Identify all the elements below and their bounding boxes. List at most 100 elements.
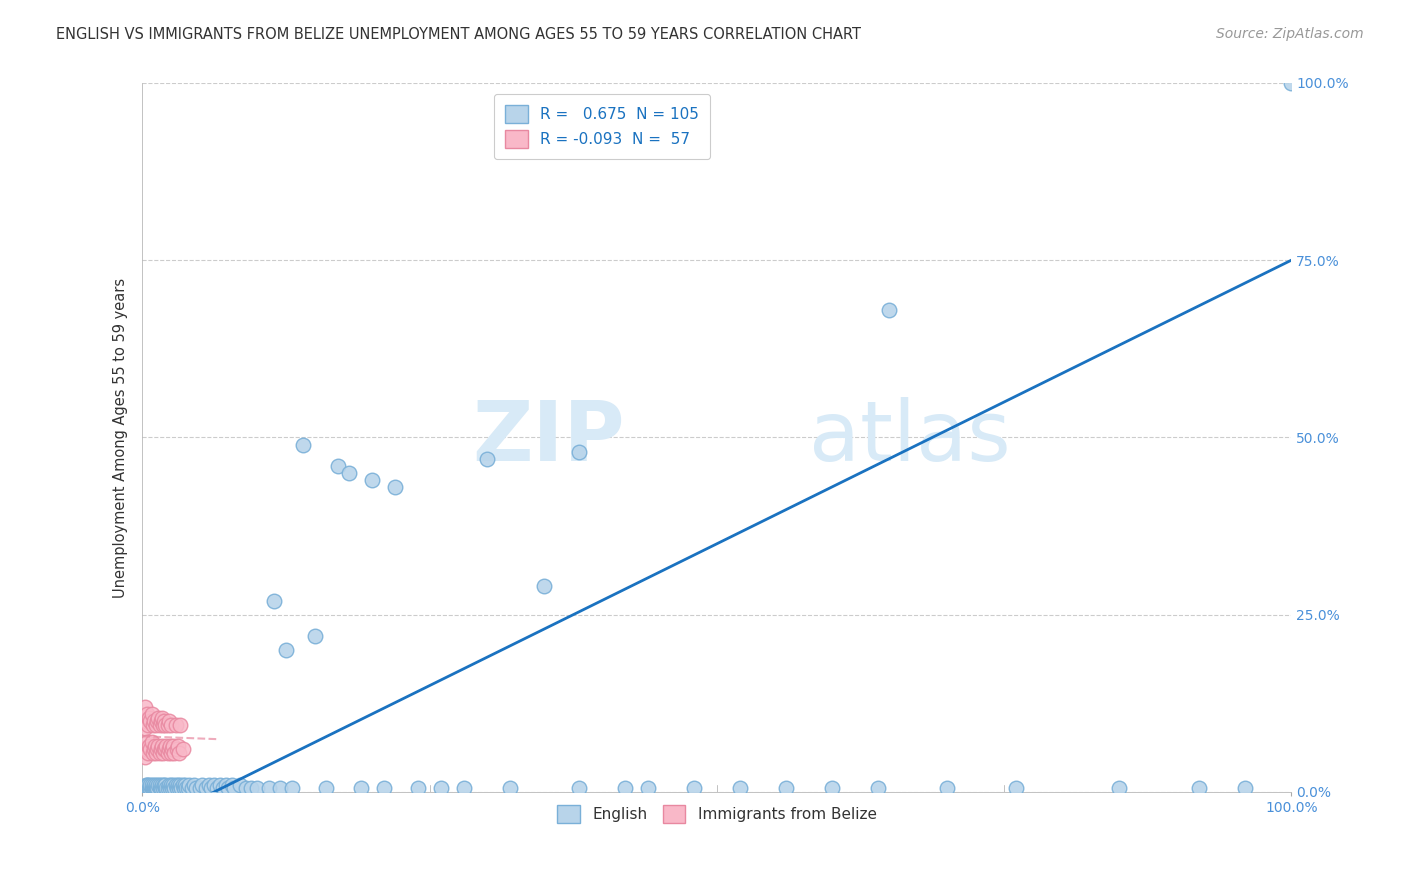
Point <box>139 742 162 756</box>
Point <box>205 781 228 796</box>
Point <box>143 781 166 796</box>
Point <box>132 781 155 796</box>
Point <box>179 778 201 792</box>
Point <box>148 778 170 792</box>
Point <box>533 579 555 593</box>
Point <box>135 781 157 796</box>
Point <box>156 746 179 760</box>
Point <box>145 778 167 792</box>
Point <box>166 781 188 796</box>
Point <box>257 781 280 796</box>
Point <box>166 742 188 756</box>
Point <box>568 781 591 796</box>
Point <box>218 781 240 796</box>
Point <box>361 473 384 487</box>
Point <box>146 714 169 728</box>
Point <box>269 781 291 796</box>
Point <box>143 739 166 753</box>
Point <box>142 781 165 796</box>
Point <box>132 714 155 728</box>
Point <box>135 742 157 756</box>
Point <box>194 781 217 796</box>
Text: ZIP: ZIP <box>472 397 624 478</box>
Point <box>141 781 163 796</box>
Point <box>148 778 170 792</box>
Point <box>152 746 174 760</box>
Point <box>138 710 160 724</box>
Point <box>209 778 232 792</box>
Point <box>148 781 170 796</box>
Point <box>155 717 177 731</box>
Point <box>134 749 156 764</box>
Point <box>1279 76 1302 90</box>
Y-axis label: Unemployment Among Ages 55 to 59 years: Unemployment Among Ages 55 to 59 years <box>114 277 128 598</box>
Point <box>142 742 165 756</box>
Point <box>169 717 191 731</box>
Point <box>1004 781 1026 796</box>
Point <box>224 781 246 796</box>
Point <box>263 593 285 607</box>
Point <box>139 714 162 728</box>
Point <box>337 466 360 480</box>
Point <box>139 781 162 796</box>
Point <box>153 714 176 728</box>
Point <box>142 717 165 731</box>
Point <box>173 781 195 796</box>
Point <box>136 778 159 792</box>
Point <box>384 480 406 494</box>
Point <box>174 781 197 796</box>
Text: Source: ZipAtlas.com: Source: ZipAtlas.com <box>1216 27 1364 41</box>
Point <box>280 781 302 796</box>
Point <box>240 781 263 796</box>
Point <box>173 778 195 792</box>
Point <box>134 721 156 735</box>
Point <box>145 746 167 760</box>
Point <box>315 781 337 796</box>
Point <box>229 778 252 792</box>
Point <box>142 746 165 760</box>
Point <box>157 742 180 756</box>
Point <box>1108 781 1130 796</box>
Point <box>152 781 174 796</box>
Point <box>453 781 475 796</box>
Point <box>153 742 176 756</box>
Point <box>155 742 177 756</box>
Point <box>141 778 163 792</box>
Point <box>135 714 157 728</box>
Point <box>215 778 238 792</box>
Point <box>155 739 177 753</box>
Point <box>167 781 190 796</box>
Point <box>134 781 156 796</box>
Point <box>160 781 183 796</box>
Point <box>292 437 315 451</box>
Point <box>728 781 751 796</box>
Point <box>146 781 169 796</box>
Point <box>146 742 169 756</box>
Point <box>177 781 200 796</box>
Point <box>821 781 844 796</box>
Point <box>613 781 636 796</box>
Point <box>198 778 221 792</box>
Point <box>200 781 222 796</box>
Point <box>150 778 173 792</box>
Point <box>326 458 349 473</box>
Point <box>165 717 187 731</box>
Point <box>160 746 183 760</box>
Point <box>406 781 429 796</box>
Point <box>153 778 176 792</box>
Point <box>135 778 157 792</box>
Point <box>304 629 326 643</box>
Point <box>157 778 180 792</box>
Point <box>349 781 371 796</box>
Point <box>202 778 225 792</box>
Point <box>866 781 889 796</box>
Point <box>148 710 170 724</box>
Point <box>136 781 159 796</box>
Point <box>172 778 194 792</box>
Point <box>142 781 165 796</box>
Point <box>142 714 165 728</box>
Point <box>160 742 183 756</box>
Point <box>135 778 157 792</box>
Text: atlas: atlas <box>808 397 1011 478</box>
Legend: English, Immigrants from Belize: English, Immigrants from Belize <box>547 794 887 834</box>
